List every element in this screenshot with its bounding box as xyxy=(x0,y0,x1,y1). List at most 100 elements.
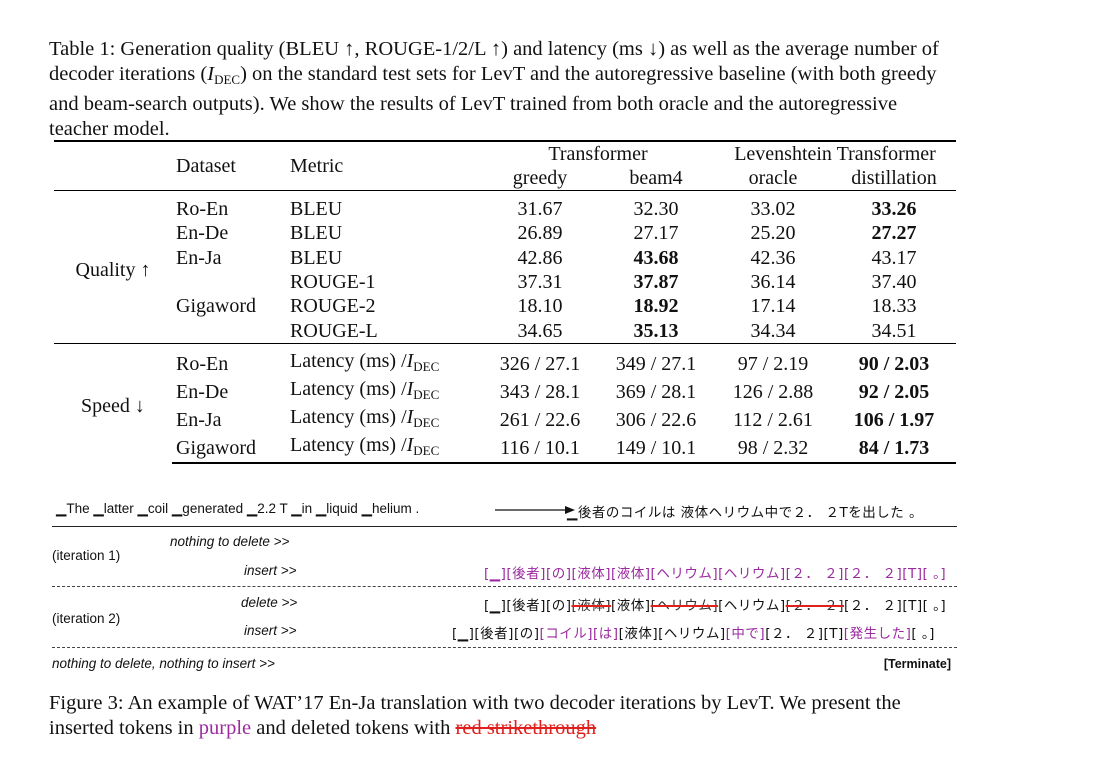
latency-prefix: Latency (ms) / xyxy=(290,377,407,400)
iter1-insert-tokens: [▁][後者][の][液体][液体][ヘリウム][ヘリウム][２． ２][２． … xyxy=(484,566,947,582)
cell-metric: ROUGE-2 xyxy=(290,295,376,318)
terminate-label: [Terminate] xyxy=(883,657,951,671)
quality-row: Quality ↑ Ro-En BLEU 31.67 32.30 33.02 33.26 xyxy=(54,190,957,344)
cell-beam4: 349 / 27.1 xyxy=(598,342,714,378)
header-greedy: greedy xyxy=(512,167,568,189)
quality-row: ROUGE-1 37.31 37.87 36.14 37.40 xyxy=(54,270,956,294)
cell-distill: 106 / 1.97 xyxy=(853,408,935,431)
cell-oracle: 112 / 2.61 xyxy=(733,408,813,431)
speed-row: Speed ↓ Ro-En Latency (ms) /IDEC 326 / 27.1… xyxy=(54,342,957,463)
figure-3: ▁The ▁latter ▁coil ▁generated ▁2.2 T ▁in… xyxy=(52,492,957,682)
cell-beam4: 149 / 10.1 xyxy=(598,433,714,464)
cell-oracle: 126 / 2.88 xyxy=(732,380,814,403)
cell-beam4: 27.17 xyxy=(633,222,679,245)
cell-metric: ROUGE-1 xyxy=(290,271,376,294)
cell-oracle: 34.34 xyxy=(750,319,796,342)
final-divider xyxy=(52,647,957,648)
cell-beam4: 18.92 xyxy=(633,295,679,318)
cell-distillation: 33.26 xyxy=(832,190,957,222)
cell-oracle: 98 / 2.32 xyxy=(714,433,832,464)
header-dataset: Dataset xyxy=(172,140,286,191)
figure-caption-text-2: and deleted tokens with xyxy=(251,717,456,739)
source-sentence: ▁The ▁latter ▁coil ▁generated ▁2.2 T ▁in… xyxy=(56,501,420,516)
iteration-2-label: (iteration 2) xyxy=(52,611,121,626)
cell-greedy: 42.86 xyxy=(517,246,563,269)
cell-distillation: 34.51 xyxy=(871,319,917,342)
iter2-insert-label: insert >> xyxy=(244,623,297,638)
cell-dataset: En-De xyxy=(176,380,229,403)
cell-dataset xyxy=(172,270,286,294)
cell-dataset: En-De xyxy=(176,222,229,245)
latency-i: I xyxy=(406,433,414,456)
cell-oracle: 97 / 2.19 xyxy=(714,342,832,378)
speed-row: Gigaword Latency (ms) /IDEC 116 / 10.1 149 … xyxy=(54,433,957,464)
header-oracle: oracle xyxy=(748,167,798,189)
iteration-divider xyxy=(52,586,957,587)
quality-group-label: Quality ↑ xyxy=(54,190,172,344)
latency-dec: DEC xyxy=(413,414,440,430)
cell-beam4: 369 / 28.1 xyxy=(615,380,697,403)
cell-greedy: 31.67 xyxy=(482,190,598,222)
cell-greedy: 34.65 xyxy=(517,319,563,342)
iter2-delete-label: delete >> xyxy=(241,595,298,610)
cell-oracle: 42.36 xyxy=(750,246,796,269)
speed-section: Speed ↓ Ro-En Latency (ms) /IDEC 326 / 27.1… xyxy=(54,342,957,464)
idec-subscript: DEC xyxy=(214,72,241,87)
header-metric: Metric xyxy=(286,140,482,191)
cell-dataset: En-Ja xyxy=(176,408,222,431)
final-step-label: nothing to delete, nothing to insert >> xyxy=(52,656,275,671)
iteration-1-label: (iteration 1) xyxy=(52,548,121,563)
deleted-token: [ヘリウム] xyxy=(650,598,719,614)
cell-greedy: 261 / 22.6 xyxy=(499,408,581,431)
latency-prefix: Latency (ms) / xyxy=(290,349,407,372)
cell-dataset: Gigaword xyxy=(176,295,256,318)
cell-greedy: 116 / 10.1 xyxy=(482,433,598,464)
cell-beam4: 35.13 xyxy=(633,319,679,342)
cell-greedy: 18.10 xyxy=(517,295,563,318)
speed-group-label: Speed ↓ xyxy=(54,342,172,463)
cell-metric: Latency (ms) /IDEC xyxy=(286,433,482,464)
table-caption: Table 1: Generation quality (BLEU ↑, ROU… xyxy=(49,37,959,142)
cell-greedy: 26.89 xyxy=(517,222,563,245)
kept-token: [ヘリウム] xyxy=(718,598,786,614)
cell-greedy: 343 / 28.1 xyxy=(499,380,581,403)
quality-section: Quality ↑ Ro-En BLEU 31.67 32.30 33.02 33.26 En… xyxy=(54,190,957,344)
figure-caption-text-1: Figure 3: An example of WAT’17 En-Ja tra… xyxy=(49,692,901,739)
cell-dataset: Gigaword xyxy=(172,433,286,464)
cell-distill: 92 / 2.05 xyxy=(858,380,930,403)
deleted-token: [液体] xyxy=(571,598,612,614)
header-transformer: Transformer xyxy=(482,140,714,166)
header-beam4: beam4 xyxy=(629,167,683,189)
cell-distill: 84 / 1.73 xyxy=(832,433,957,464)
speed-row: En-De Latency (ms) /IDEC 343 / 28.1 369 / 2… xyxy=(54,378,956,406)
cell-distillation: 43.17 xyxy=(871,246,917,269)
figure-caption: Figure 3: An example of WAT’17 En-Ja tra… xyxy=(49,691,959,741)
quality-row: En-De BLEU 26.89 27.17 25.20 27.27 xyxy=(54,221,956,245)
quality-row: ROUGE-L 34.65 35.13 34.34 34.51 xyxy=(54,318,956,343)
quality-row: En-Ja BLEU 42.86 43.68 42.36 43.17 xyxy=(54,246,956,270)
cell-oracle: 25.20 xyxy=(750,222,796,245)
kept-token: [液体] xyxy=(611,598,651,614)
inserted-token: [発生した] xyxy=(843,626,912,642)
header-levt: Levenshtein Transformer xyxy=(714,140,957,166)
cell-metric: BLEU xyxy=(286,190,482,222)
latency-i: I xyxy=(406,405,414,428)
figure-caption-purple: purple xyxy=(198,717,252,739)
latency-dec: DEC xyxy=(413,442,440,458)
cell-greedy: 37.31 xyxy=(517,271,563,294)
deleted-token: [２． ２] xyxy=(785,598,844,614)
translation-arrow-icon xyxy=(495,506,575,514)
latency-dec: DEC xyxy=(413,386,440,402)
latency-i: I xyxy=(406,377,414,400)
cell-oracle: 36.14 xyxy=(750,271,796,294)
cell-distillation: 37.40 xyxy=(871,271,917,294)
kept-token: [ 。] xyxy=(911,626,935,642)
speed-row: En-Ja Latency (ms) /IDEC 261 / 22.6 306 / 2… xyxy=(54,406,956,434)
cell-beam4: 43.68 xyxy=(633,246,679,269)
cell-greedy: 326 / 27.1 xyxy=(482,342,598,378)
cell-dataset xyxy=(172,318,286,343)
header-distillation: distillation xyxy=(851,167,937,189)
cell-distillation: 27.27 xyxy=(871,222,917,245)
latency-dec: DEC xyxy=(413,358,440,374)
inserted-token: [中で] xyxy=(725,626,766,642)
